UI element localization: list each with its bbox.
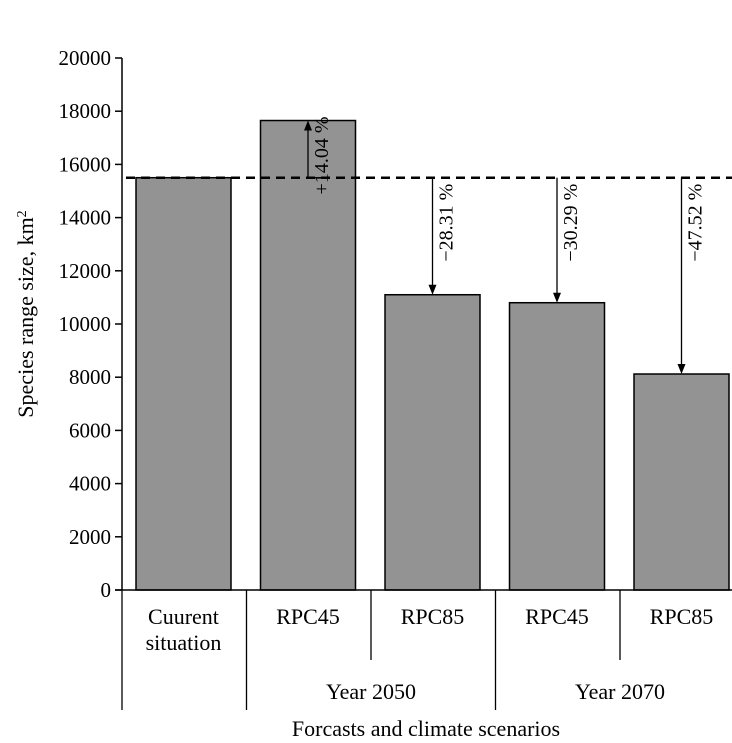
y-tick-label: 2000: [69, 525, 111, 549]
x-tick-label: situation: [146, 630, 222, 655]
x-tick-label: RPC45: [525, 604, 589, 629]
y-tick-label: 12000: [59, 259, 112, 283]
x-group-label: Year 2050: [326, 679, 416, 704]
change-arrowhead: [304, 120, 312, 131]
bars: [135, 119, 730, 591]
x-tick-label: RPC85: [650, 604, 714, 629]
y-tick-label: 10000: [59, 312, 112, 336]
change-arrowhead: [428, 284, 437, 295]
x-axis-label: Forcasts and climate scenarios: [292, 716, 560, 741]
bar: [508, 301, 606, 591]
y-tick-label: 8000: [69, 365, 111, 389]
bar: [259, 119, 357, 591]
y-axis-label-text: Species range size, km: [13, 217, 38, 417]
y-tick-label: 0: [101, 578, 112, 602]
change-label: −47.52 %: [685, 184, 707, 262]
y-axis-label-superscript: 2: [15, 210, 30, 217]
y-tick-label: 16000: [59, 152, 112, 176]
x-tick-label: RPC45: [276, 604, 340, 629]
x-tick-label: Cuurent: [148, 604, 219, 629]
bar: [384, 293, 481, 591]
x-group-label: Year 2070: [575, 679, 665, 704]
change-label: −30.29 %: [560, 184, 582, 262]
y-tick-label: 20000: [59, 46, 112, 70]
x-tick-label: RPC85: [401, 604, 465, 629]
y-tick-label: 6000: [69, 418, 111, 442]
change-arrowhead: [553, 292, 561, 303]
bar: [633, 373, 730, 591]
change-arrowhead: [677, 364, 686, 375]
y-axis-label: Species range size, km2: [13, 210, 38, 417]
change-label: +14.04 %: [311, 117, 333, 195]
change-annotations: +14.04 % −28.31 % −30.29 % −47.52 %: [304, 117, 707, 375]
change-label: −28.31 %: [436, 184, 458, 262]
y-axis: 0 2000 4000 6000 8000 10000 12000 14000 16000 180…: [59, 46, 123, 602]
y-tick-label: 4000: [69, 472, 111, 496]
bar: [135, 176, 232, 591]
y-tick-label: 14000: [59, 206, 112, 230]
y-tick-label: 18000: [59, 99, 112, 123]
